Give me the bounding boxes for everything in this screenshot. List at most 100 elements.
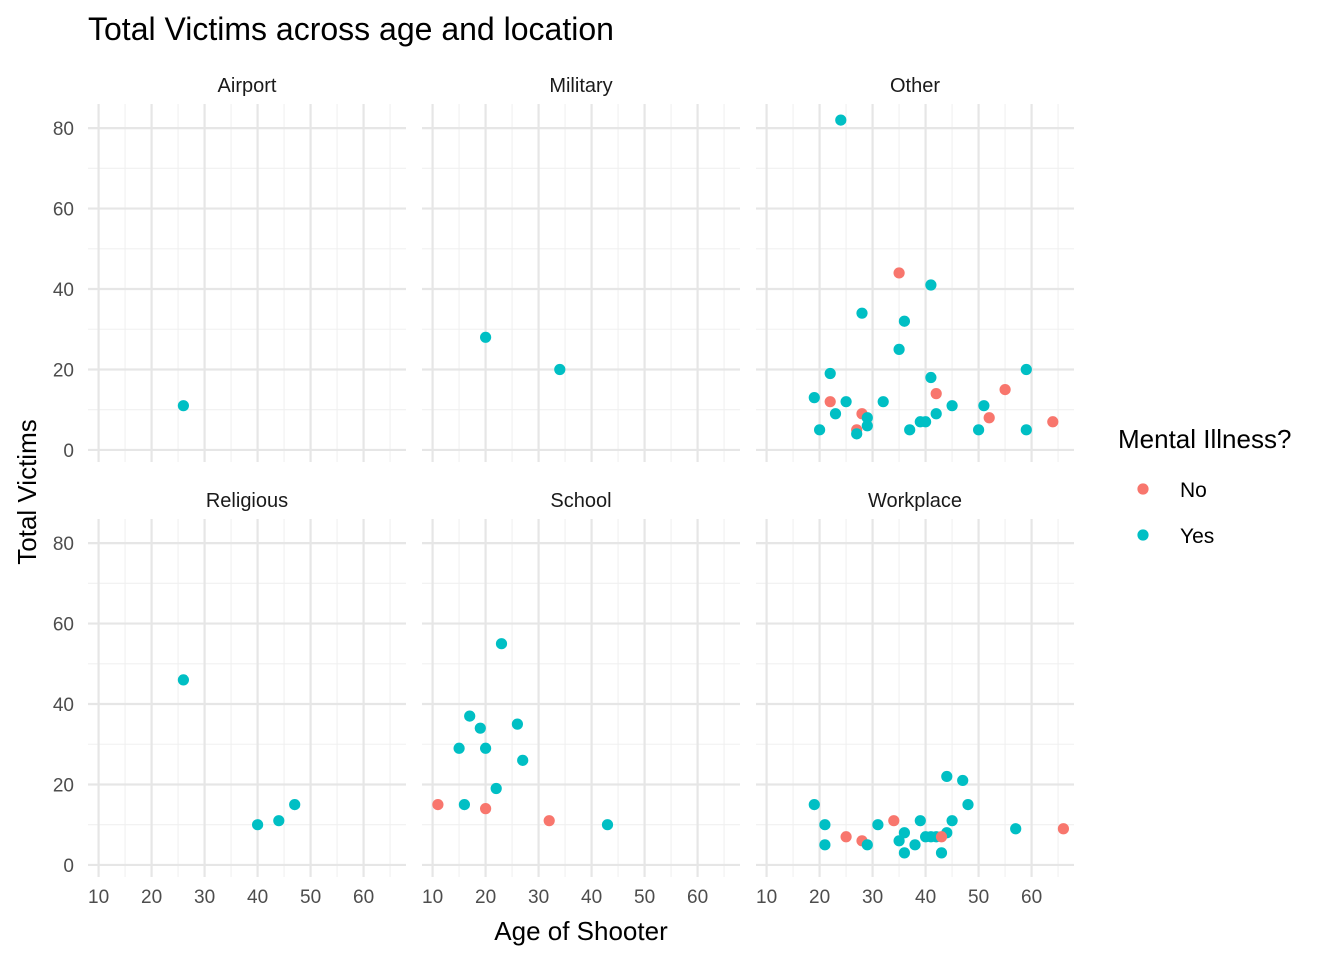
- x-tick-label: 60: [1021, 887, 1042, 908]
- y-axis-label: Total Victims: [12, 419, 42, 564]
- data-point: [819, 839, 831, 851]
- x-axis-label: Age of Shooter: [494, 916, 668, 946]
- panel-airport: Airport 0 20 40 60 80: [53, 75, 406, 462]
- data-point: [925, 279, 937, 291]
- y-tick-label: 80: [53, 534, 74, 555]
- data-point: [432, 798, 444, 811]
- data-point: [941, 770, 953, 783]
- data-point: [930, 408, 942, 420]
- panel-grid: [88, 519, 406, 877]
- y-tick-label: 40: [53, 280, 74, 301]
- legend: Mental Illness? No Yes: [1118, 424, 1291, 548]
- data-point: [490, 782, 502, 795]
- panel-points: [808, 770, 1069, 859]
- facet-panels: Airport 0 20 40 60 80 Military Other Religious 0 2…: [53, 75, 1074, 908]
- facet-strip-label: Airport: [218, 75, 277, 97]
- data-point: [464, 710, 476, 722]
- data-point: [453, 742, 465, 754]
- data-point: [840, 831, 852, 843]
- data-point: [872, 819, 884, 831]
- data-point: [978, 400, 990, 412]
- data-point: [1047, 416, 1059, 428]
- data-point: [946, 400, 958, 412]
- data-point: [1020, 363, 1032, 376]
- x-tick-label: 20: [475, 887, 496, 908]
- data-point: [480, 742, 492, 754]
- data-point: [819, 819, 831, 831]
- data-point: [252, 819, 264, 831]
- data-point: [840, 396, 852, 408]
- data-point: [808, 392, 820, 404]
- data-point: [893, 835, 905, 847]
- data-point: [935, 831, 948, 843]
- data-point: [861, 839, 873, 851]
- x-tick-label: 40: [247, 887, 268, 908]
- panel-points: [808, 114, 1059, 440]
- panel-grid: [756, 519, 1074, 877]
- panel-grid: [88, 104, 406, 462]
- data-point: [888, 815, 900, 827]
- y-tick-label: 20: [53, 775, 74, 796]
- data-point: [808, 798, 820, 811]
- data-point: [851, 428, 863, 440]
- x-tick-label: 20: [141, 887, 162, 908]
- data-point: [898, 315, 911, 327]
- facet-strip-label: Religious: [206, 490, 288, 512]
- data-point: [824, 367, 836, 380]
- data-point: [517, 754, 529, 766]
- y-tick-label: 0: [63, 441, 74, 462]
- data-point: [458, 798, 470, 811]
- legend-entry-no: No: [1137, 479, 1207, 502]
- data-point: [1010, 823, 1022, 835]
- data-point: [957, 774, 969, 787]
- data-point: [601, 819, 614, 831]
- data-point: [893, 267, 905, 279]
- data-point: [925, 371, 937, 384]
- x-tick-label: 50: [968, 887, 989, 908]
- data-point: [946, 815, 958, 827]
- legend-entries: No Yes: [1137, 479, 1214, 548]
- panel-points: [177, 674, 301, 831]
- facet-strip-label: Workplace: [868, 490, 962, 512]
- panel-grid: [422, 519, 740, 877]
- legend-swatch: [1137, 483, 1149, 495]
- legend-label: No: [1180, 479, 1207, 502]
- data-point: [935, 847, 948, 859]
- panel-workplace: Workplace 10 20 30 40 50 60: [756, 490, 1074, 908]
- data-point: [861, 420, 873, 432]
- data-point: [893, 343, 905, 355]
- x-tick-label: 50: [300, 887, 321, 908]
- legend-title: Mental Illness?: [1118, 424, 1291, 454]
- legend-label: Yes: [1180, 525, 1214, 548]
- data-point: [543, 815, 555, 827]
- data-point: [983, 412, 995, 424]
- legend-entry-yes: Yes: [1137, 525, 1214, 548]
- data-point: [861, 412, 873, 424]
- data-point: [824, 396, 836, 408]
- y-tick-label: 0: [63, 856, 74, 877]
- data-point: [829, 408, 842, 420]
- panel-other: Other: [756, 75, 1074, 462]
- data-point: [814, 424, 826, 436]
- x-tick-label: 30: [194, 887, 215, 908]
- data-point: [904, 424, 916, 436]
- chart-title: Total Victims across age and location: [88, 11, 614, 47]
- data-point: [973, 424, 985, 436]
- data-point: [480, 803, 492, 815]
- panel-grid: [756, 104, 1074, 462]
- y-tick-label: 40: [53, 695, 74, 716]
- data-point: [962, 798, 974, 811]
- x-tick-label: 60: [687, 887, 708, 908]
- facet-strip-label: Military: [549, 75, 612, 97]
- panel-military: Military: [422, 75, 740, 462]
- facet-strip-label: Other: [890, 75, 940, 97]
- data-point: [909, 839, 921, 851]
- data-point: [1020, 424, 1032, 436]
- data-point: [177, 400, 189, 412]
- x-tick-label: 10: [88, 887, 109, 908]
- y-tick-label: 20: [53, 360, 74, 381]
- x-tick-label: 10: [422, 887, 443, 908]
- data-point: [1057, 823, 1069, 835]
- data-point: [914, 815, 926, 827]
